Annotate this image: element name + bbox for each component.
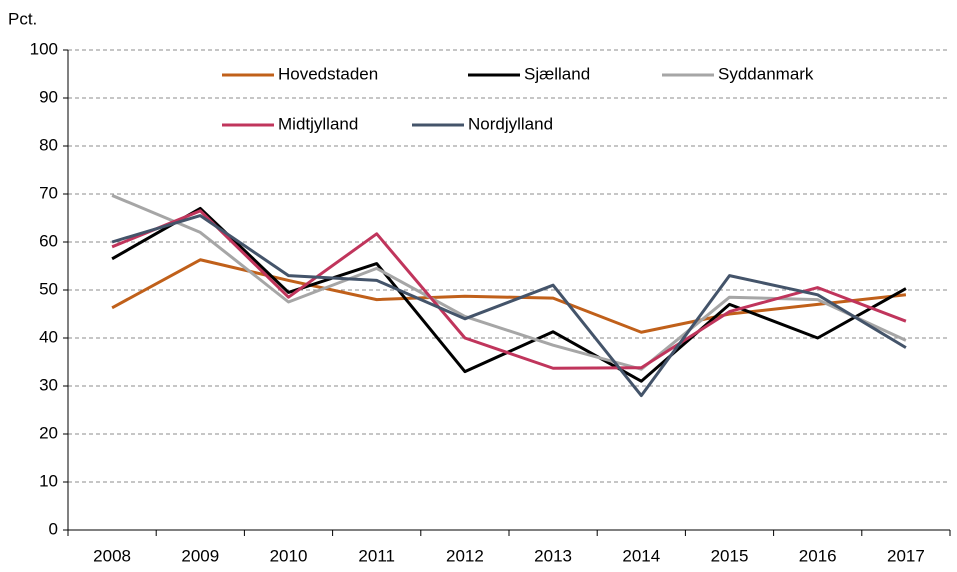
legend-label: Midtjylland: [278, 114, 358, 133]
y-tick-label: 0: [49, 519, 58, 538]
y-tick-label: 100: [30, 39, 58, 58]
x-tick-label: 2009: [181, 546, 219, 565]
x-tick-label: 2016: [799, 546, 837, 565]
series-line: [111, 214, 907, 398]
x-tick-label: 2010: [270, 546, 308, 565]
series-line: [111, 209, 907, 370]
y-tick-label: 50: [39, 279, 58, 298]
legend-label: Syddanmark: [718, 64, 814, 83]
y-tick-label: 10: [39, 471, 58, 490]
x-tick-label: 2008: [93, 546, 131, 565]
y-tick-label: 90: [39, 87, 58, 106]
x-tick-label: 2011: [358, 546, 395, 565]
y-axis-label: Pct.: [8, 9, 37, 28]
x-tick-label: 2014: [622, 546, 660, 565]
x-tick-label: 2013: [534, 546, 572, 565]
series-line: [111, 194, 907, 371]
y-tick-label: 80: [39, 135, 58, 154]
y-tick-label: 70: [39, 183, 58, 202]
legend-label: Hovedstaden: [278, 64, 378, 83]
x-tick-label: 2017: [887, 546, 925, 565]
y-tick-label: 40: [39, 327, 58, 346]
y-tick-label: 30: [39, 375, 58, 394]
y-tick-label: 20: [39, 423, 58, 442]
series-line: [111, 258, 907, 334]
legend-label: Nordjylland: [468, 114, 553, 133]
legend-label: Sjælland: [524, 64, 590, 83]
x-tick-label: 2012: [446, 546, 484, 565]
x-tick-label: 2015: [711, 546, 749, 565]
y-tick-label: 60: [39, 231, 58, 250]
